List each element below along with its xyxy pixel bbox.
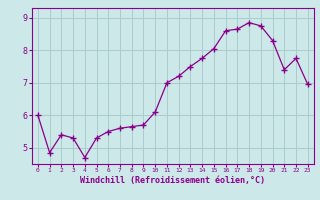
X-axis label: Windchill (Refroidissement éolien,°C): Windchill (Refroidissement éolien,°C) (80, 176, 265, 185)
